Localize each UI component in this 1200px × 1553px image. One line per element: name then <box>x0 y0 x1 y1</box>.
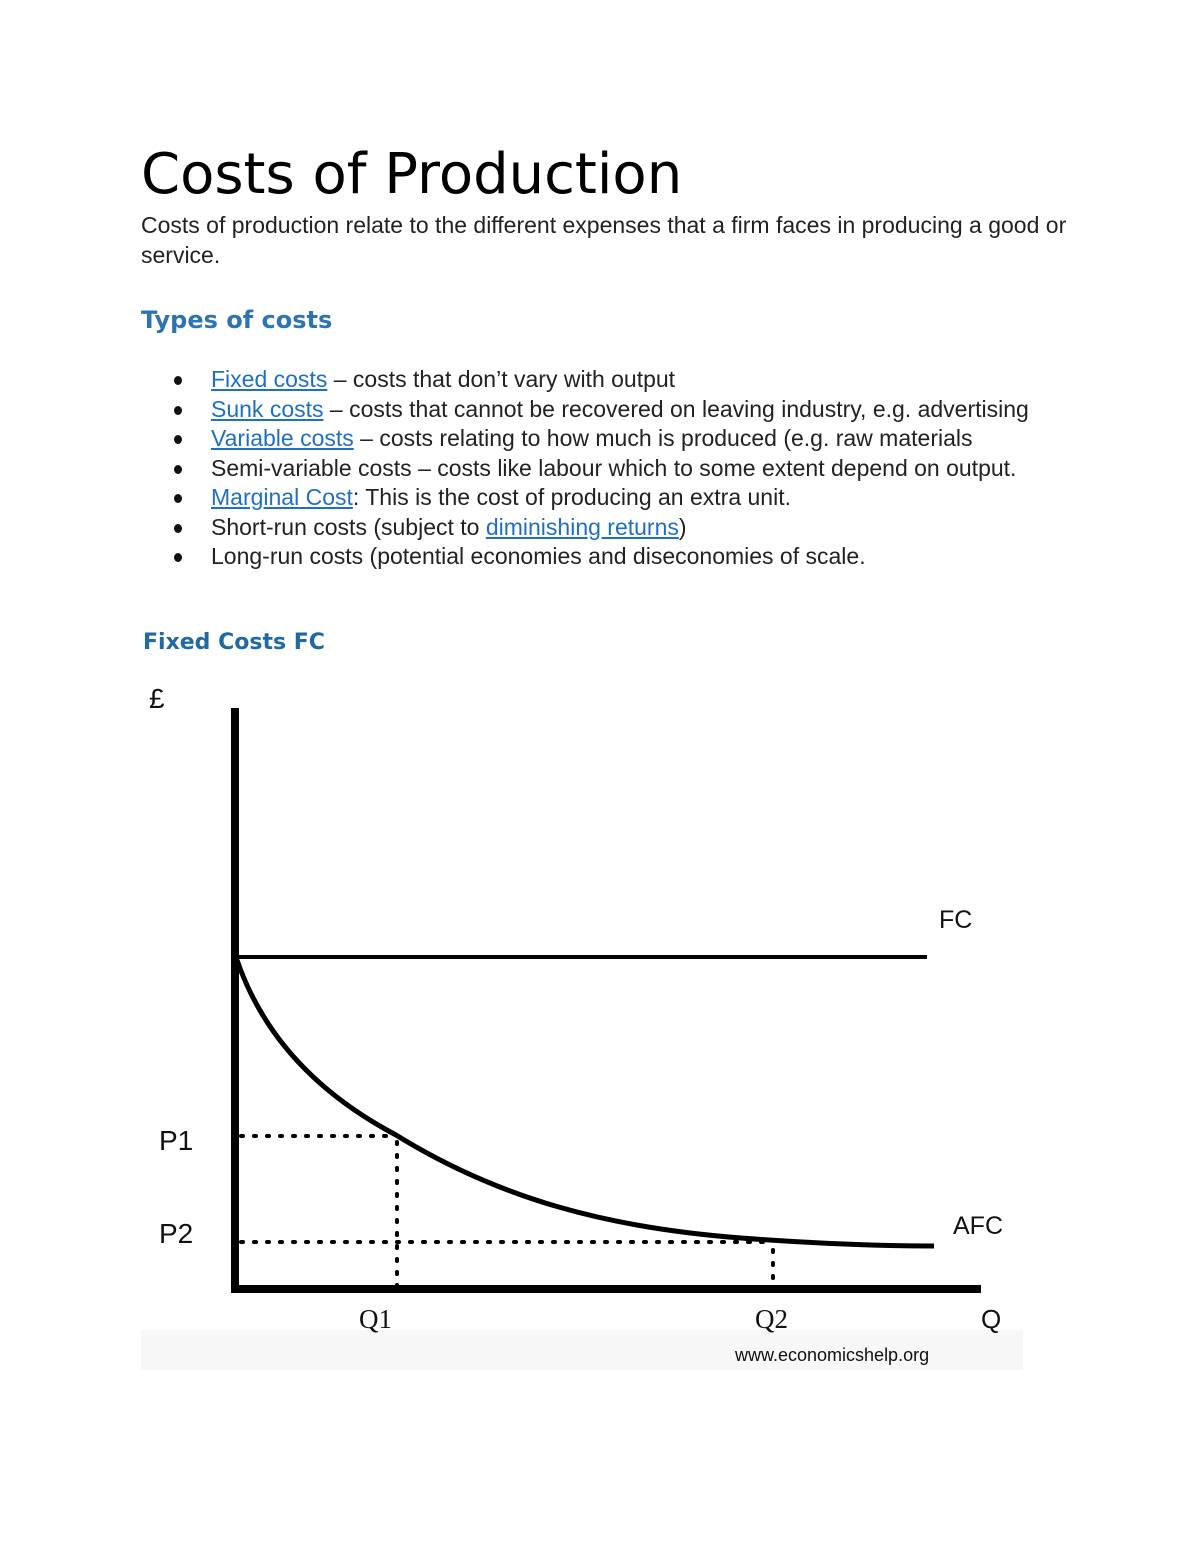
list-item-semi-variable-costs: Semi-variable costs – costs like labour … <box>141 454 1101 484</box>
list-item-sunk-costs: Sunk costs – costs that cannot be recove… <box>141 395 1101 425</box>
bullet-icon <box>174 523 182 533</box>
afc-label: AFC <box>953 1212 1003 1240</box>
fixed-costs-chart: £ FC AFC P1 P2 Q1 Q2 Q www.economicshelp… <box>141 670 1023 1370</box>
bullet-icon <box>174 376 182 385</box>
list-item-variable-costs: Variable costs – costs relating to how m… <box>141 424 1101 454</box>
list-item-text: – costs that cannot be recovered on leav… <box>323 395 1029 422</box>
p1-label: P1 <box>159 1125 193 1156</box>
y-axis-label: £ <box>149 683 165 714</box>
p2-label: P2 <box>159 1218 193 1249</box>
x-axis-label: Q <box>981 1304 1001 1334</box>
list-item-text: : This is the cost of producing an extra… <box>352 484 791 510</box>
q2-label: Q2 <box>755 1304 788 1334</box>
q1-label: Q1 <box>359 1304 392 1334</box>
figure-footer-band <box>141 1330 1023 1370</box>
list-item-text: Long-run costs (potential economies and … <box>211 543 866 569</box>
variable-costs-link[interactable]: Variable costs <box>211 425 354 451</box>
fixed-costs-link[interactable]: Fixed costs <box>211 366 328 392</box>
list-item-short-run-costs: Short-run costs (subject to diminishing … <box>141 513 1101 543</box>
bullet-icon <box>174 553 182 562</box>
list-item-long-run-costs: Long-run costs (potential economies and … <box>141 542 1101 572</box>
bullet-icon <box>174 435 182 444</box>
afc-curve <box>234 959 935 1249</box>
source-credit: www.economicshelp.org <box>734 1345 929 1365</box>
list-item-text: Short-run costs (subject to <box>211 513 486 540</box>
chart-svg: £ FC AFC P1 P2 Q1 Q2 Q www.economicshelp… <box>149 683 1003 1365</box>
list-item-marginal-cost: Marginal Cost: This is the cost of produ… <box>141 483 1101 513</box>
bullet-icon <box>174 464 182 474</box>
sunk-costs-link[interactable]: Sunk costs <box>211 395 324 422</box>
page-title: Costs of Production <box>141 142 683 207</box>
list-item-text: Semi-variable costs – costs like labour … <box>211 454 1017 481</box>
cost-types-list: Fixed costs – costs that don’t vary with… <box>141 365 1101 572</box>
subheading-fixed-costs: Fixed Costs FC <box>143 630 325 655</box>
list-item-text: – costs relating to how much is produced… <box>353 425 973 451</box>
bullet-icon <box>174 494 182 503</box>
bullet-icon <box>174 405 182 415</box>
section-heading-types-of-costs: Types of costs <box>141 306 333 334</box>
diminishing-returns-link[interactable]: diminishing returns <box>485 513 679 540</box>
list-item-text: ) <box>678 513 687 540</box>
intro-paragraph: Costs of production relate to the differ… <box>141 212 1067 268</box>
fc-label: FC <box>939 906 972 934</box>
list-item-text: – costs that don’t vary with output <box>327 366 676 392</box>
marginal-cost-link[interactable]: Marginal Cost <box>211 484 353 510</box>
list-item-fixed-costs: Fixed costs – costs that don’t vary with… <box>141 365 1101 395</box>
